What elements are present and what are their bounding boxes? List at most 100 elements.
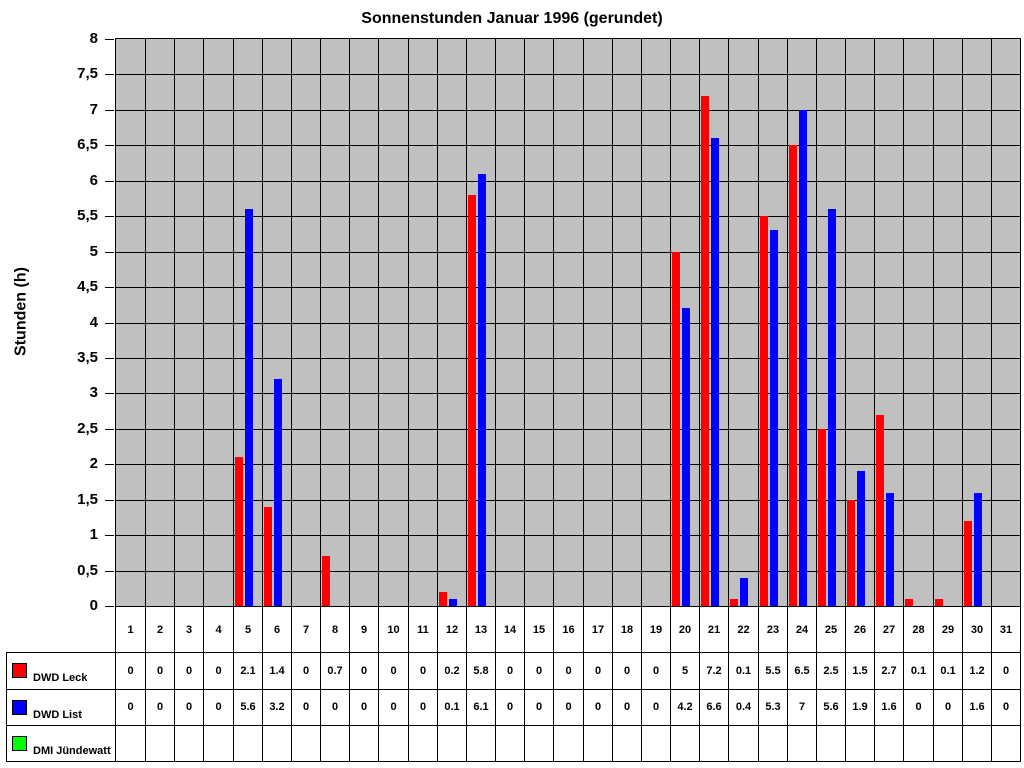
value-cell: 1.6 bbox=[969, 701, 985, 713]
bar-dwd-list bbox=[740, 578, 748, 606]
day-header-cell: 13 bbox=[474, 624, 488, 636]
table-column-line bbox=[466, 652, 467, 762]
value-cell: 0.2 bbox=[444, 664, 460, 677]
day-header-cell: 11 bbox=[417, 624, 429, 636]
table-column-line bbox=[787, 652, 788, 762]
legend-label: DWD Leck bbox=[33, 672, 88, 684]
table-column-line bbox=[933, 652, 934, 762]
table-column-line bbox=[291, 607, 292, 652]
day-header-cell: 27 bbox=[882, 624, 896, 636]
table-column-line bbox=[378, 607, 379, 652]
table-column-line bbox=[933, 607, 934, 652]
value-cell: 6.6 bbox=[706, 701, 722, 713]
value-cell: 5.8 bbox=[473, 664, 489, 677]
value-cell: 0 bbox=[623, 664, 631, 677]
vertical-gridline bbox=[903, 39, 904, 606]
value-cell: 0 bbox=[535, 664, 543, 677]
bar-dwd-list bbox=[711, 138, 719, 606]
table-column-line bbox=[699, 652, 700, 762]
value-cell: 0 bbox=[535, 701, 543, 713]
table-edge-line bbox=[1020, 652, 1021, 762]
value-cell: 7.2 bbox=[706, 664, 722, 677]
table-column-line bbox=[699, 607, 700, 652]
table-column-line bbox=[816, 652, 817, 762]
table-column-line bbox=[349, 652, 350, 762]
table-column-line bbox=[1020, 607, 1021, 652]
table-column-line bbox=[466, 607, 467, 652]
horizontal-gridline bbox=[116, 252, 1020, 253]
vertical-gridline bbox=[787, 39, 788, 606]
table-column-line bbox=[145, 607, 146, 652]
table-column-line bbox=[262, 652, 263, 762]
bar-dwd-list bbox=[478, 174, 486, 606]
bar-dwd-list bbox=[886, 493, 894, 606]
day-header-cell: 4 bbox=[215, 624, 222, 636]
day-header-cell: 25 bbox=[824, 624, 838, 636]
bar-dwd-list bbox=[857, 471, 865, 606]
vertical-gridline bbox=[758, 39, 759, 606]
table-column-line bbox=[524, 607, 525, 652]
day-header-cell: 10 bbox=[387, 624, 400, 636]
value-cell: 4.2 bbox=[677, 701, 693, 713]
table-column-line bbox=[728, 652, 729, 762]
value-cell: 0 bbox=[419, 664, 427, 677]
vertical-gridline bbox=[641, 39, 642, 606]
table-column-line bbox=[962, 652, 963, 762]
vertical-gridline bbox=[262, 39, 263, 606]
day-header-cell: 17 bbox=[591, 624, 605, 636]
value-cell: 0 bbox=[127, 701, 134, 713]
table-column-line bbox=[758, 652, 759, 762]
table-column-line bbox=[174, 607, 175, 652]
value-cell: 3.2 bbox=[269, 701, 285, 713]
day-header-cell: 24 bbox=[795, 624, 809, 636]
horizontal-gridline bbox=[116, 216, 1020, 217]
table-column-line bbox=[291, 652, 292, 762]
bar-dwd-leck bbox=[264, 507, 272, 606]
value-cell: 6.5 bbox=[794, 664, 810, 677]
day-header-cell: 26 bbox=[853, 624, 867, 636]
value-cell: 1.9 bbox=[852, 701, 868, 713]
day-header-cell: 18 bbox=[620, 624, 634, 636]
day-header-cell: 6 bbox=[273, 624, 281, 636]
horizontal-gridline bbox=[116, 358, 1020, 359]
value-cell: 0.7 bbox=[327, 664, 343, 677]
vertical-gridline bbox=[466, 39, 467, 606]
table-row-line bbox=[6, 652, 1021, 653]
value-cell: 5 bbox=[681, 664, 689, 677]
value-cell: 1.2 bbox=[969, 664, 985, 677]
legend-label: DMI Jündewatt bbox=[33, 745, 111, 757]
bar-dwd-list bbox=[770, 230, 778, 606]
value-cell: 1.4 bbox=[269, 664, 285, 677]
table-row-line bbox=[6, 725, 1021, 726]
vertical-gridline bbox=[933, 39, 934, 606]
vertical-gridline bbox=[670, 39, 671, 606]
day-header-cell: 31 bbox=[999, 624, 1013, 636]
horizontal-gridline bbox=[116, 181, 1020, 182]
value-cell: 5.3 bbox=[765, 701, 781, 713]
day-header-cell: 1 bbox=[127, 624, 134, 636]
value-cell: 0 bbox=[1002, 664, 1010, 677]
value-cell: 0 bbox=[156, 664, 164, 677]
bar-dwd-leck bbox=[672, 252, 680, 606]
value-cell: 0 bbox=[565, 664, 572, 677]
bar-dwd-leck bbox=[964, 521, 972, 606]
value-cell: 0 bbox=[506, 664, 514, 677]
value-cell: 0 bbox=[419, 701, 427, 713]
table-column-line bbox=[845, 652, 846, 762]
vertical-gridline bbox=[145, 39, 146, 606]
vertical-gridline bbox=[583, 39, 584, 606]
value-cell: 0 bbox=[156, 701, 164, 713]
day-header-cell: 8 bbox=[331, 624, 339, 636]
value-cell: 2.1 bbox=[240, 664, 256, 677]
value-cell: 0 bbox=[185, 664, 193, 677]
legend-swatch-dwd-list bbox=[12, 700, 27, 715]
legend-label: DWD List bbox=[33, 709, 82, 721]
bar-dwd-leck bbox=[935, 599, 943, 606]
value-cell: 0 bbox=[1002, 701, 1010, 713]
horizontal-gridline bbox=[116, 323, 1020, 324]
bar-dwd-leck bbox=[789, 145, 797, 606]
vertical-gridline bbox=[991, 39, 992, 606]
table-row-line bbox=[6, 761, 1021, 762]
vertical-gridline bbox=[845, 39, 846, 606]
